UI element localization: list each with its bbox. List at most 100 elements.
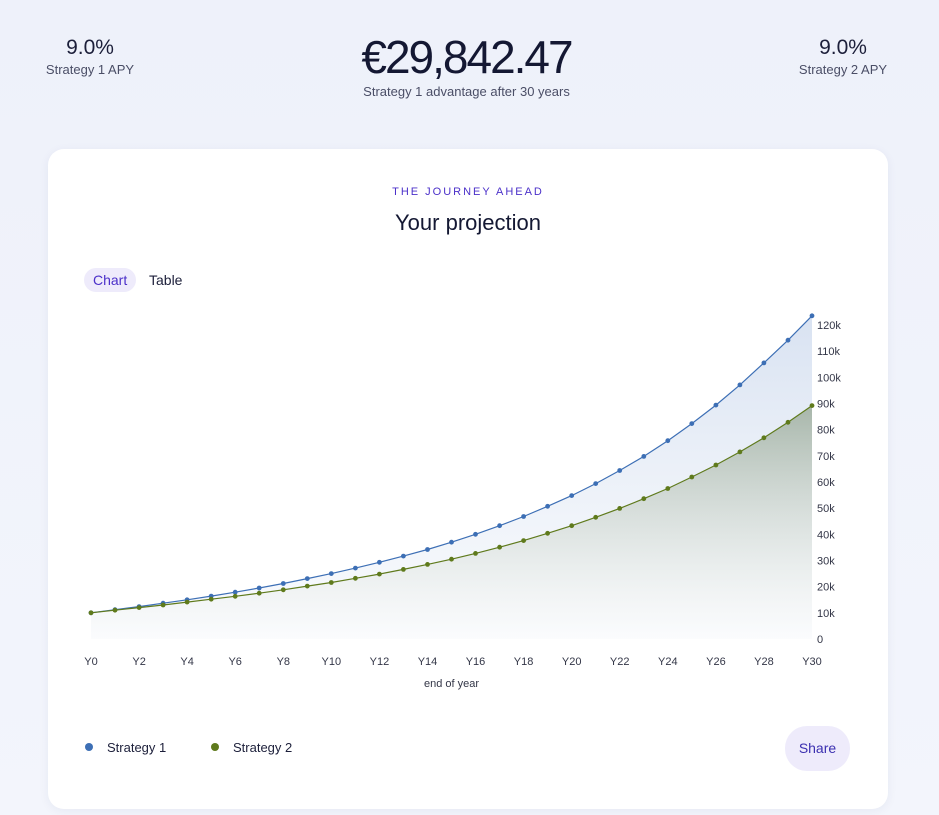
x-tick-label: Y10: [322, 656, 342, 668]
legend-label-strategy1: Strategy 1: [107, 740, 167, 755]
strategy2-apy-label: Strategy 2 APY: [798, 62, 888, 77]
legend-label-strategy2: Strategy 2: [233, 740, 293, 755]
series-area-2: [91, 405, 812, 639]
data-point-s2-4: [184, 599, 190, 605]
data-point-s1-16: [473, 531, 478, 537]
strategy2-apy-value: 9.0%: [819, 36, 867, 59]
data-point-s1-7: [256, 585, 262, 591]
data-point-s2-7: [256, 590, 262, 596]
x-tick-label: Y26: [706, 656, 726, 668]
y-tick-label: 0: [817, 634, 823, 646]
x-tick-label: Y30: [802, 656, 822, 668]
share-button[interactable]: Share: [785, 726, 850, 771]
advantage-value: €29,842.47: [361, 31, 573, 83]
legend-item-strategy1: Strategy 1: [85, 740, 166, 755]
y-tick-label: 10k: [817, 608, 835, 620]
data-point-s1-21: [593, 481, 599, 486]
data-point-s2-17: [497, 544, 502, 550]
advantage-summary: €29,842.47 Strategy 1 advantage after 30…: [300, 30, 633, 99]
x-tick-label: Y4: [180, 656, 193, 668]
data-point-s1-19: [545, 503, 550, 509]
x-tick-label: Y6: [228, 656, 241, 668]
data-point-s2-23: [641, 496, 647, 502]
y-tick-label: 50k: [817, 503, 835, 515]
data-point-s1-20: [569, 493, 575, 498]
data-point-s1-29: [785, 337, 791, 343]
data-point-s2-5: [208, 596, 214, 602]
strategy2-apy-stat: 9.0% Strategy 2 APY: [793, 36, 893, 77]
y-tick-label: 100k: [817, 372, 841, 384]
data-point-s1-27: [737, 382, 743, 388]
y-tick-label: 40k: [817, 529, 835, 541]
y-axis: 0 10k 20k 30k 40k 50k 60k 70k 80k 90k 100k 110k 120k: [817, 320, 841, 646]
data-point-s2-1: [112, 607, 118, 613]
x-tick-label: Y8: [277, 656, 290, 668]
data-point-s1-15: [449, 539, 454, 545]
x-tick-label: Y2: [132, 656, 145, 668]
x-tick-label: Y20: [562, 656, 582, 668]
data-point-s1-11: [353, 565, 358, 571]
y-tick-label: 70k: [817, 451, 835, 463]
data-point-s2-8: [280, 587, 286, 593]
y-tick-label: 60k: [817, 477, 835, 489]
tab-chart[interactable]: Chart: [84, 268, 137, 292]
data-point-s1-28: [761, 360, 767, 366]
data-point-s1-13: [401, 553, 406, 559]
legend-dot-strategy2: [211, 743, 219, 751]
data-point-s1-8: [280, 581, 286, 586]
data-point-s1-23: [641, 454, 647, 459]
x-axis: Y0 Y2 Y4 Y6 Y8 Y10 Y12 Y14 Y16 Y18 Y20 Y22 Y24 Y26 Y28…: [84, 656, 822, 668]
card-title: Your projection: [395, 210, 541, 235]
data-point-s2-18: [521, 538, 526, 543]
x-tick-label: Y16: [466, 656, 486, 668]
data-point-s1-17: [497, 523, 502, 529]
strategy1-apy-stat: 9.0% Strategy 1 APY: [40, 36, 140, 77]
data-point-s1-10: [328, 571, 334, 576]
data-point-s2-20: [569, 523, 575, 529]
y-tick-label: 30k: [817, 556, 835, 568]
data-point-s2-25: [689, 474, 695, 480]
data-point-s1-14: [425, 547, 430, 552]
data-point-s2-19: [545, 530, 550, 536]
data-point-s2-26: [713, 462, 719, 468]
y-tick-label: 80k: [817, 425, 835, 437]
data-point-s2-12: [377, 571, 382, 577]
tab-table[interactable]: Table: [149, 272, 183, 288]
data-point-s2-13: [401, 567, 406, 572]
data-point-s2-2: [136, 605, 142, 610]
data-point-s2-27: [737, 449, 743, 455]
x-tick-label: Y0: [84, 656, 97, 668]
data-point-s1-6: [232, 589, 238, 595]
data-point-s2-9: [304, 583, 310, 589]
strategy1-apy-value: 9.0%: [66, 36, 114, 59]
advantage-label: Strategy 1 advantage after 30 years: [363, 84, 570, 99]
data-point-s2-15: [449, 556, 454, 562]
x-axis-title: end of year: [424, 678, 479, 690]
data-point-s2-0: [88, 610, 94, 616]
y-tick-label: 20k: [817, 582, 835, 594]
card-eyebrow: THE JOURNEY AHEAD: [392, 186, 544, 198]
data-point-s2-11: [353, 575, 358, 581]
data-point-s1-24: [665, 438, 671, 444]
projection-chart: Y0 Y2 Y4 Y6 Y8 Y10 Y12 Y14 Y16 Y18 Y20 Y22 Y24 Y26 Y28…: [84, 313, 841, 690]
data-point-s2-22: [617, 506, 623, 511]
data-point-s2-6: [232, 593, 238, 599]
data-point-s1-9: [304, 576, 310, 581]
data-point-s2-16: [473, 551, 478, 556]
x-tick-label: Y18: [514, 656, 534, 668]
legend-item-strategy2: Strategy 2: [211, 740, 292, 755]
x-tick-label: Y22: [610, 656, 630, 668]
x-tick-label: Y28: [754, 656, 774, 668]
data-point-s2-21: [593, 514, 599, 520]
data-point-s1-22: [617, 468, 623, 473]
data-point-s2-28: [761, 435, 767, 441]
data-point-s2-3: [160, 602, 166, 608]
projection-card: THE JOURNEY AHEAD Your projection Chart …: [48, 149, 888, 809]
data-point-s2-14: [425, 562, 430, 567]
strategy1-apy-label: Strategy 1 APY: [45, 62, 135, 77]
y-tick-label: 110k: [817, 346, 841, 358]
x-tick-label: Y12: [370, 656, 390, 668]
data-point-s2-29: [785, 419, 791, 425]
legend-dot-strategy1: [85, 743, 93, 751]
x-tick-label: Y24: [658, 656, 678, 668]
